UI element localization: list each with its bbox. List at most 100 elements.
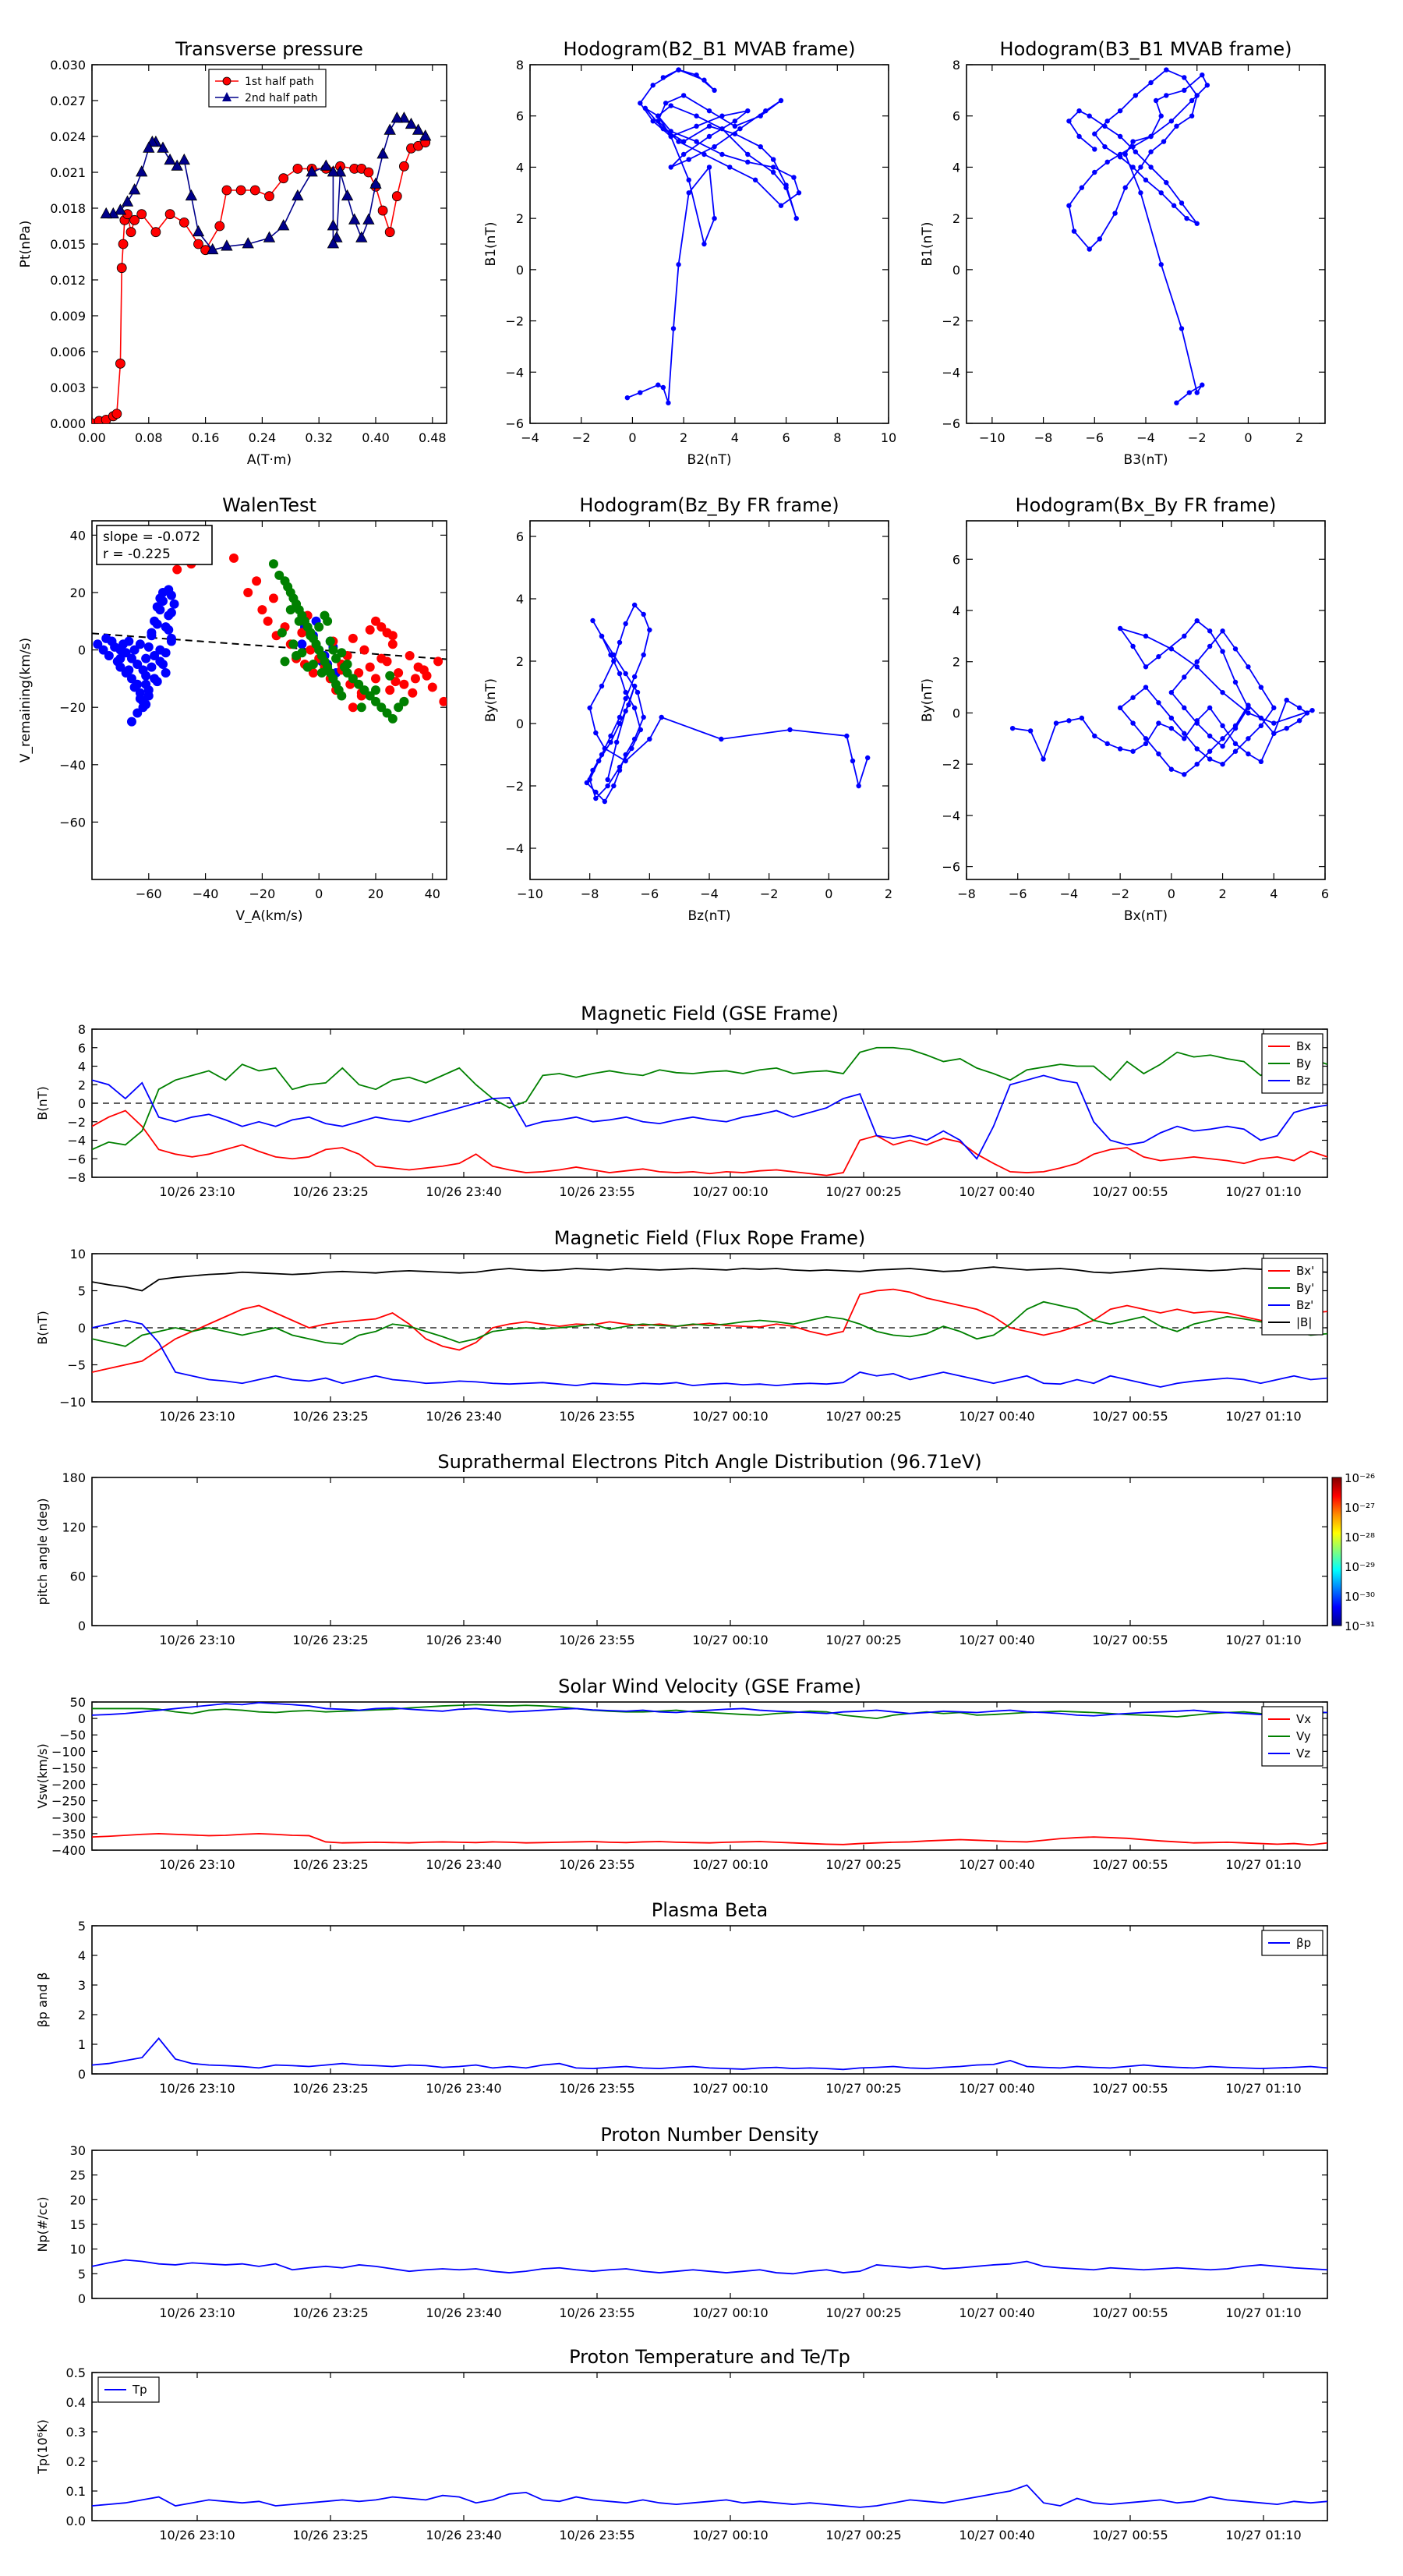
data-point: [1189, 97, 1195, 104]
data-point: [1220, 649, 1225, 654]
x-tick-label: 10/26 23:25: [292, 1409, 368, 1424]
x-tick-label: 0.00: [78, 430, 106, 445]
data-point: [141, 653, 151, 663]
data-point: [629, 745, 634, 752]
legend-label: Bx': [1296, 1264, 1314, 1278]
data-point: [1158, 262, 1164, 267]
legend-label: By: [1296, 1056, 1311, 1070]
x-tick-label: −10: [517, 886, 543, 901]
y-tick-label: 0.2: [66, 2454, 86, 2469]
colorbar: [1331, 1477, 1342, 1626]
data-point: [617, 671, 623, 677]
data-point: [1130, 695, 1136, 700]
chart-ts_tp: Proton Temperature and Te/Tp 10/26 23:10 1…: [35, 2346, 1328, 2542]
data-point: [719, 736, 724, 742]
x-tick-label: 10/26 23:55: [559, 2528, 634, 2542]
data-point: [1246, 751, 1251, 757]
data-point: [155, 656, 165, 667]
data-point: [1220, 689, 1225, 695]
data-point: [348, 633, 358, 643]
data-point: [1117, 746, 1123, 752]
chart-h3: Hodogram(Bz_By FR frame) −10 −8 −6 −4 −2 0 2 −4 −…: [483, 494, 892, 924]
x-tick-label: 10/26 23:55: [559, 1633, 634, 1647]
x-tick-label: 10/27 00:55: [1092, 2081, 1168, 2096]
data-point: [850, 758, 856, 764]
data-point: [1076, 108, 1082, 114]
data-point: [124, 665, 134, 675]
plot-frame: [966, 520, 1326, 880]
x-tick-label: −2: [760, 886, 779, 901]
data-point: [356, 702, 366, 713]
series-Vx-line: [92, 1832, 1327, 1846]
data-point: [1071, 228, 1077, 234]
data-point: [1168, 725, 1175, 731]
data-point: [385, 685, 395, 695]
data-point: [1066, 718, 1072, 724]
data-point: [732, 123, 738, 129]
data-point: [593, 730, 599, 736]
data-point: [676, 139, 681, 144]
plot-frame: [91, 1701, 1328, 1851]
data-point: [719, 113, 725, 119]
x-tick-label: 10/27 00:55: [1092, 1409, 1168, 1424]
data-point: [427, 682, 437, 692]
data-point: [1271, 720, 1277, 726]
data-point: [584, 780, 590, 786]
data-point: [135, 639, 145, 649]
x-tick-label: 10/27 00:40: [959, 1409, 1034, 1424]
data-point: [129, 214, 140, 225]
chart-title: WalenTest: [222, 494, 316, 516]
x-tick-label: 10/27 01:10: [1225, 1857, 1301, 1872]
data-point: [147, 662, 157, 672]
data-point: [143, 691, 154, 701]
data-point: [787, 727, 793, 733]
annotation-box: [96, 525, 213, 565]
data-point: [758, 113, 763, 119]
plot-area: [92, 553, 447, 727]
data-point: [143, 642, 154, 652]
y-tick-label: 0: [516, 263, 524, 278]
x-tick-label: 10/27 00:25: [825, 2305, 901, 2320]
series-p-line: [92, 2036, 1327, 2071]
y-tick-label: 4: [516, 592, 524, 607]
data-point: [719, 126, 725, 132]
y-tick-label: −4: [67, 1134, 86, 1148]
data-point: [745, 108, 751, 114]
x-tick-label: 8: [833, 430, 841, 445]
x-tick-label: 0.48: [419, 430, 447, 445]
data-point: [623, 708, 628, 714]
data-point: [1117, 705, 1123, 711]
y-tick-label: 8: [78, 1022, 86, 1037]
x-tick-label: 0.24: [249, 430, 277, 445]
data-point: [647, 627, 652, 633]
data-point: [331, 653, 341, 663]
data-point: [1158, 190, 1164, 196]
y-tick-label: 40: [70, 528, 86, 543]
x-tick-label: 0.16: [192, 430, 220, 445]
data-point: [752, 177, 758, 183]
data-point: [1156, 751, 1161, 757]
x-tick-label: −6: [1009, 886, 1027, 901]
chart-title: Solar Wind Velocity (GSE Frame): [558, 1675, 861, 1697]
data-point: [631, 683, 638, 689]
data-point: [268, 559, 278, 569]
data-point: [1207, 748, 1213, 754]
data-point: [595, 758, 602, 764]
x-tick-label: 10/27 00:10: [692, 2305, 768, 2320]
y-tick-label: 2: [78, 2008, 86, 2022]
data-point: [385, 671, 395, 681]
x-tick-label: 10/27 01:10: [1225, 2528, 1301, 2542]
data-point: [1200, 72, 1205, 78]
data-point: [783, 185, 789, 190]
data-point: [354, 679, 364, 689]
data-point: [371, 696, 380, 706]
series-Np-line: [92, 2259, 1327, 2275]
data-point: [280, 656, 290, 667]
data-point: [1194, 659, 1200, 664]
data-point: [1232, 748, 1239, 754]
data-point: [770, 165, 776, 170]
x-tick-label: 10/26 23:10: [159, 2305, 235, 2320]
y-tick-label: 0.003: [50, 380, 86, 395]
data-point: [1148, 149, 1154, 154]
